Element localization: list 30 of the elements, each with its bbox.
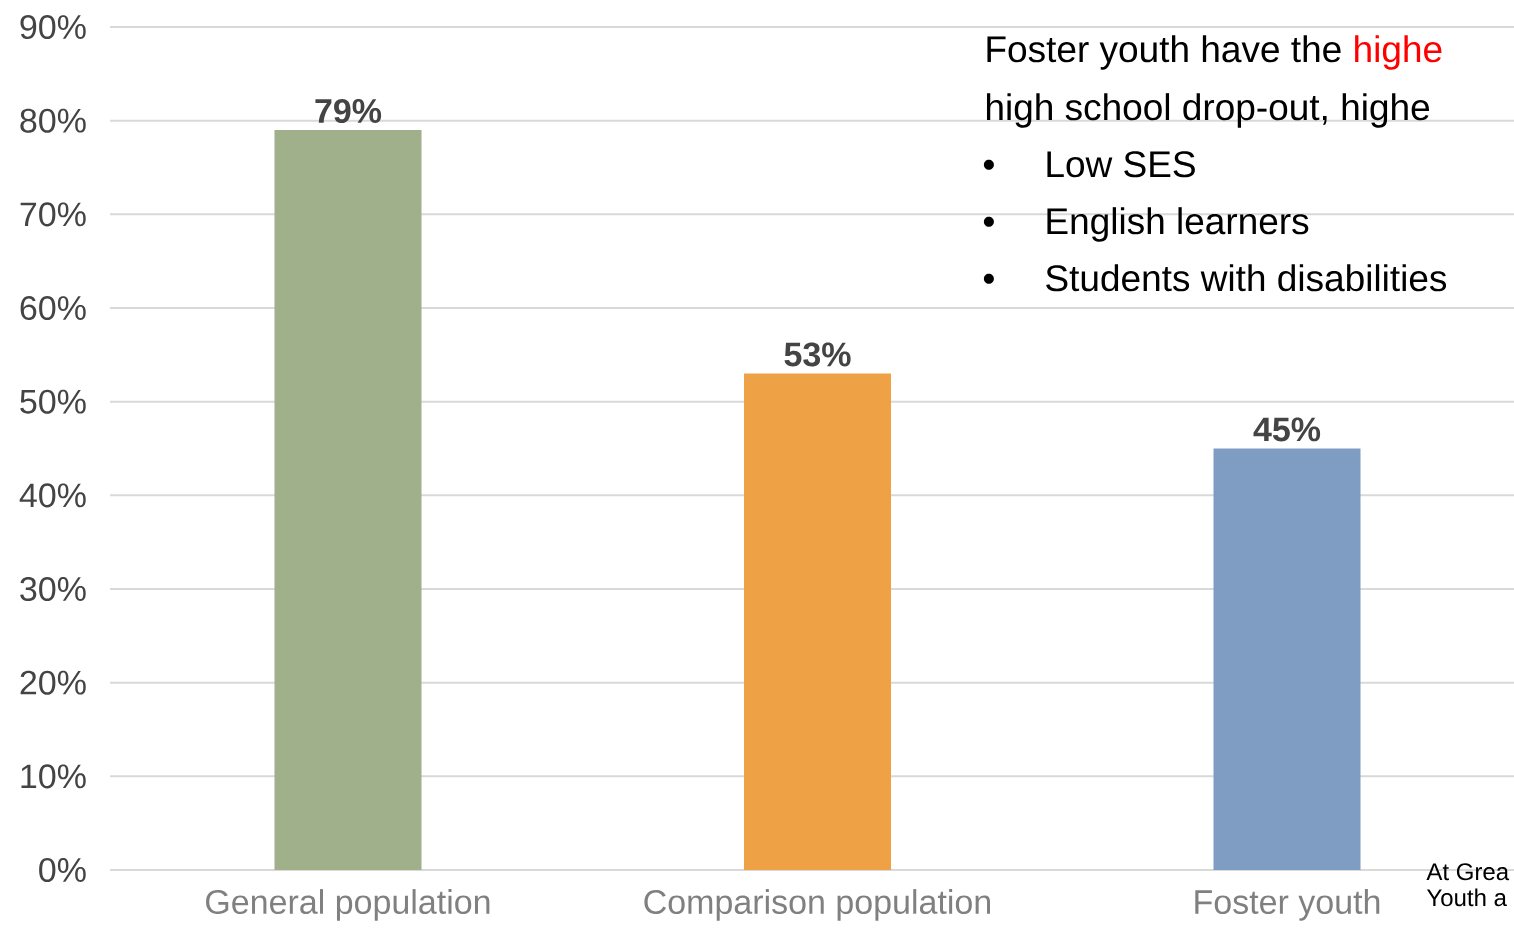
x-tick-label: General population bbox=[206, 889, 490, 921]
annotation: Students with disabilities bbox=[1046, 264, 1447, 292]
annotation: high school drop-out, highe bbox=[986, 93, 1430, 128]
annotation: • bbox=[983, 216, 994, 227]
bar bbox=[1213, 448, 1361, 870]
data-label: 53% bbox=[784, 342, 851, 367]
annotation: Low SES bbox=[1047, 151, 1195, 178]
annotation: At Grea bbox=[1426, 863, 1510, 881]
y-tick-label: 80% bbox=[20, 108, 86, 133]
y-tick-label: 30% bbox=[20, 576, 86, 602]
text: Youth a bbox=[1426, 888, 1507, 907]
y-tick-label: 0% bbox=[39, 857, 86, 883]
y-tick-label: 60% bbox=[20, 295, 86, 321]
bar bbox=[274, 130, 422, 870]
annotation: highe bbox=[1355, 35, 1442, 70]
data-label: 45% bbox=[1253, 417, 1321, 442]
x-tick-label: Foster youth bbox=[1195, 889, 1380, 921]
y-tick-label: 90% bbox=[20, 14, 86, 40]
y-tick-label: 40% bbox=[19, 483, 86, 508]
data-label: 79% bbox=[315, 98, 382, 123]
y-tick-label: 20% bbox=[20, 670, 86, 695]
y-tick-label: 50% bbox=[20, 389, 86, 414]
annotation: Foster youth have the bbox=[987, 35, 1341, 70]
annotation: English learners bbox=[1047, 207, 1309, 242]
bar bbox=[744, 373, 891, 870]
y-tick-label: 10% bbox=[21, 764, 86, 789]
annotation: • bbox=[983, 273, 994, 284]
y-tick-label: 70% bbox=[20, 202, 86, 227]
annotation: • bbox=[983, 159, 994, 170]
x-tick-label: Comparison population bbox=[644, 889, 990, 921]
